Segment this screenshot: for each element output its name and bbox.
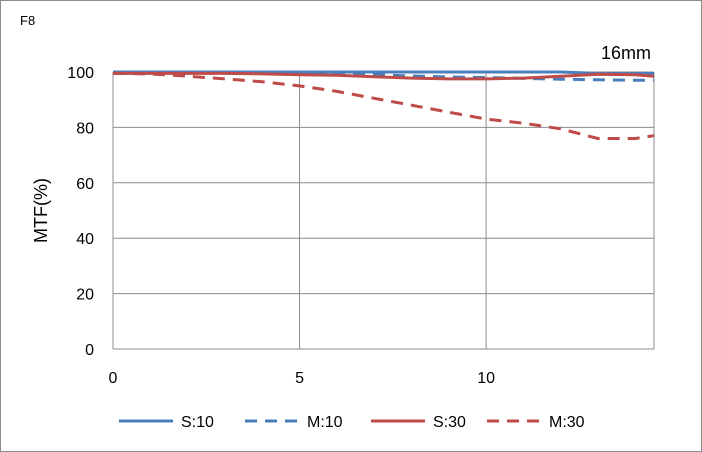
- y-tick-label: 20: [76, 287, 94, 304]
- axis-layer: 0 20 40 60 80 100 0 5 10: [67, 65, 654, 387]
- x-tick-label: 5: [295, 370, 304, 387]
- y-tick-label: 40: [76, 231, 94, 248]
- legend-label: S:30: [433, 414, 466, 431]
- x-tick-label: 10: [477, 370, 495, 387]
- x-tick-label: 0: [109, 370, 118, 387]
- legend-label: S:10: [181, 414, 214, 431]
- panel-label: F8: [20, 13, 36, 28]
- y-axis-label: MTF(%): [31, 178, 51, 243]
- series-line-s-30: [113, 71, 655, 81]
- legend-label: M:30: [549, 414, 585, 431]
- y-tick-label: 80: [76, 120, 94, 137]
- legend: S:10 M:10 S:30 M:30: [119, 414, 585, 431]
- series-layer: [112, 70, 655, 140]
- y-tick-label: 0: [85, 342, 94, 359]
- series-line-m-10: [113, 71, 654, 82]
- legend-label: M:10: [307, 414, 343, 431]
- chart-subtitle: 16mm: [601, 43, 652, 63]
- series-line-m-30: [112, 71, 655, 140]
- grid-layer: [113, 71, 655, 349]
- y-tick-label: 60: [76, 176, 94, 193]
- y-tick-label: 100: [67, 65, 94, 82]
